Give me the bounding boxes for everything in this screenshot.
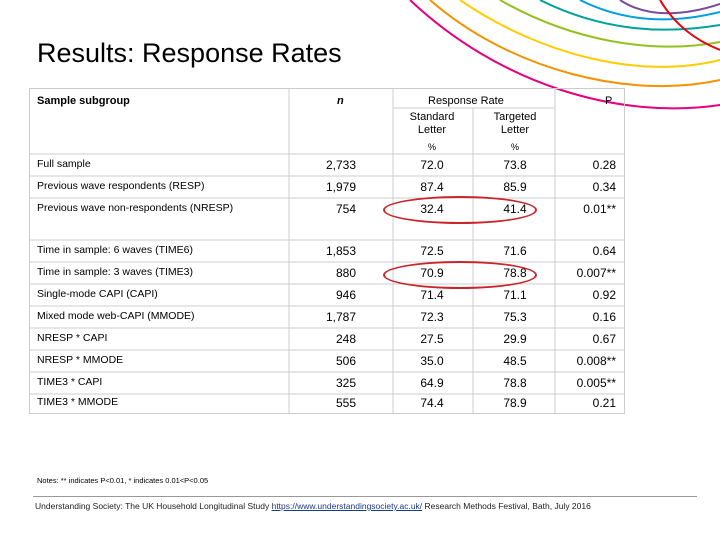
row-standard-rate: 64.9 — [420, 376, 444, 390]
row-n: 1,979 — [325, 180, 356, 194]
row-label: Time in sample: 3 waves (TIME3) — [37, 266, 193, 278]
row-label: Previous wave respondents (RESP) — [37, 180, 205, 192]
header-response-rate: Response Rate — [428, 95, 504, 107]
row-standard-rate: 87.4 — [420, 180, 444, 194]
row-p-value: 0.92 — [592, 288, 616, 302]
row-p-value: 0.16 — [592, 310, 616, 324]
row-p-value: 0.007** — [576, 266, 616, 280]
row-targeted-rate: 78.8 — [503, 376, 527, 390]
table-notes: Notes: ** indicates P<0.01, * indicates … — [37, 476, 209, 485]
decorative-lines — [409, 0, 720, 110]
row-targeted-rate: 29.9 — [503, 332, 527, 346]
footer-link[interactable]: https://www.understandingsociety.ac.uk/ — [271, 501, 423, 511]
row-label: Full sample — [37, 158, 91, 170]
footer-right-text: Research Methods Festival, Bath, July 20… — [424, 501, 591, 511]
table-grid — [29, 88, 625, 414]
row-n: 506 — [335, 354, 356, 368]
row-standard-rate: 74.4 — [420, 396, 444, 410]
row-label: TIME3 * CAPI — [37, 376, 103, 388]
footer-left-text: Understanding Society: The UK Household … — [35, 501, 270, 511]
footer: Understanding Society: The UK Household … — [35, 501, 591, 511]
row-p-value: 0.008** — [576, 354, 616, 368]
row-p-value: 0.67 — [592, 332, 616, 346]
highlight-ellipse-nresp — [383, 196, 537, 224]
row-n: 946 — [335, 288, 356, 302]
highlight-ellipse-time3 — [383, 261, 537, 289]
row-p-value: 0.21 — [592, 396, 616, 410]
row-label: NRESP * CAPI — [37, 332, 108, 344]
row-standard-rate: 70.9 — [420, 266, 444, 280]
row-standard-rate: 71.4 — [420, 288, 444, 302]
row-p-value: 0.34 — [592, 180, 616, 194]
row-targeted-rate: 78.9 — [503, 396, 527, 410]
row-p-value: 0.01** — [583, 202, 616, 216]
row-standard-rate: 35.0 — [420, 354, 444, 368]
row-standard-rate: 72.0 — [420, 158, 444, 172]
footer-divider — [33, 496, 697, 497]
header-standard-letter: Standard Letter % — [409, 111, 455, 152]
row-targeted-rate: 78.8 — [503, 266, 527, 280]
row-n: 248 — [335, 332, 356, 346]
row-targeted-rate: 75.3 — [503, 310, 527, 324]
row-targeted-rate: 73.8 — [503, 158, 527, 172]
row-label: Time in sample: 6 waves (TIME6) — [37, 244, 193, 256]
row-targeted-rate: 71.6 — [503, 244, 527, 258]
row-standard-rate: 72.5 — [420, 244, 444, 258]
row-label: TIME3 * MMODE — [37, 396, 119, 408]
row-n: 2,733 — [325, 158, 356, 172]
header-targeted-letter: Targeted Letter % — [493, 111, 537, 152]
row-n: 754 — [335, 202, 356, 216]
page-title: Results: Response Rates — [37, 38, 342, 68]
row-p-value: 0.28 — [592, 158, 616, 172]
row-targeted-rate: 41.4 — [503, 202, 527, 216]
row-label: Previous wave non-respondents (NRESP) — [37, 202, 234, 214]
row-targeted-rate: 85.9 — [503, 180, 527, 194]
row-standard-rate: 72.3 — [420, 310, 444, 324]
row-n: 555 — [335, 396, 356, 410]
header-subgroup: Sample subgroup — [37, 95, 130, 107]
row-standard-rate: 27.5 — [420, 332, 444, 346]
row-label: NRESP * MMODE — [37, 354, 124, 366]
row-standard-rate: 32.4 — [420, 202, 444, 216]
row-n: 1,853 — [325, 244, 356, 258]
row-targeted-rate: 48.5 — [503, 354, 527, 368]
header-n: n — [337, 95, 344, 107]
row-p-value: 0.005** — [576, 376, 616, 390]
row-n: 1,787 — [325, 310, 356, 324]
row-p-value: 0.64 — [592, 244, 616, 258]
row-n: 880 — [335, 266, 356, 280]
header-p: P — [605, 95, 613, 107]
row-n: 325 — [335, 376, 356, 390]
row-label: Single-mode CAPI (CAPI) — [37, 288, 158, 300]
row-targeted-rate: 71.1 — [503, 288, 527, 302]
row-label: Mixed mode web-CAPI (MMODE) — [37, 310, 195, 322]
